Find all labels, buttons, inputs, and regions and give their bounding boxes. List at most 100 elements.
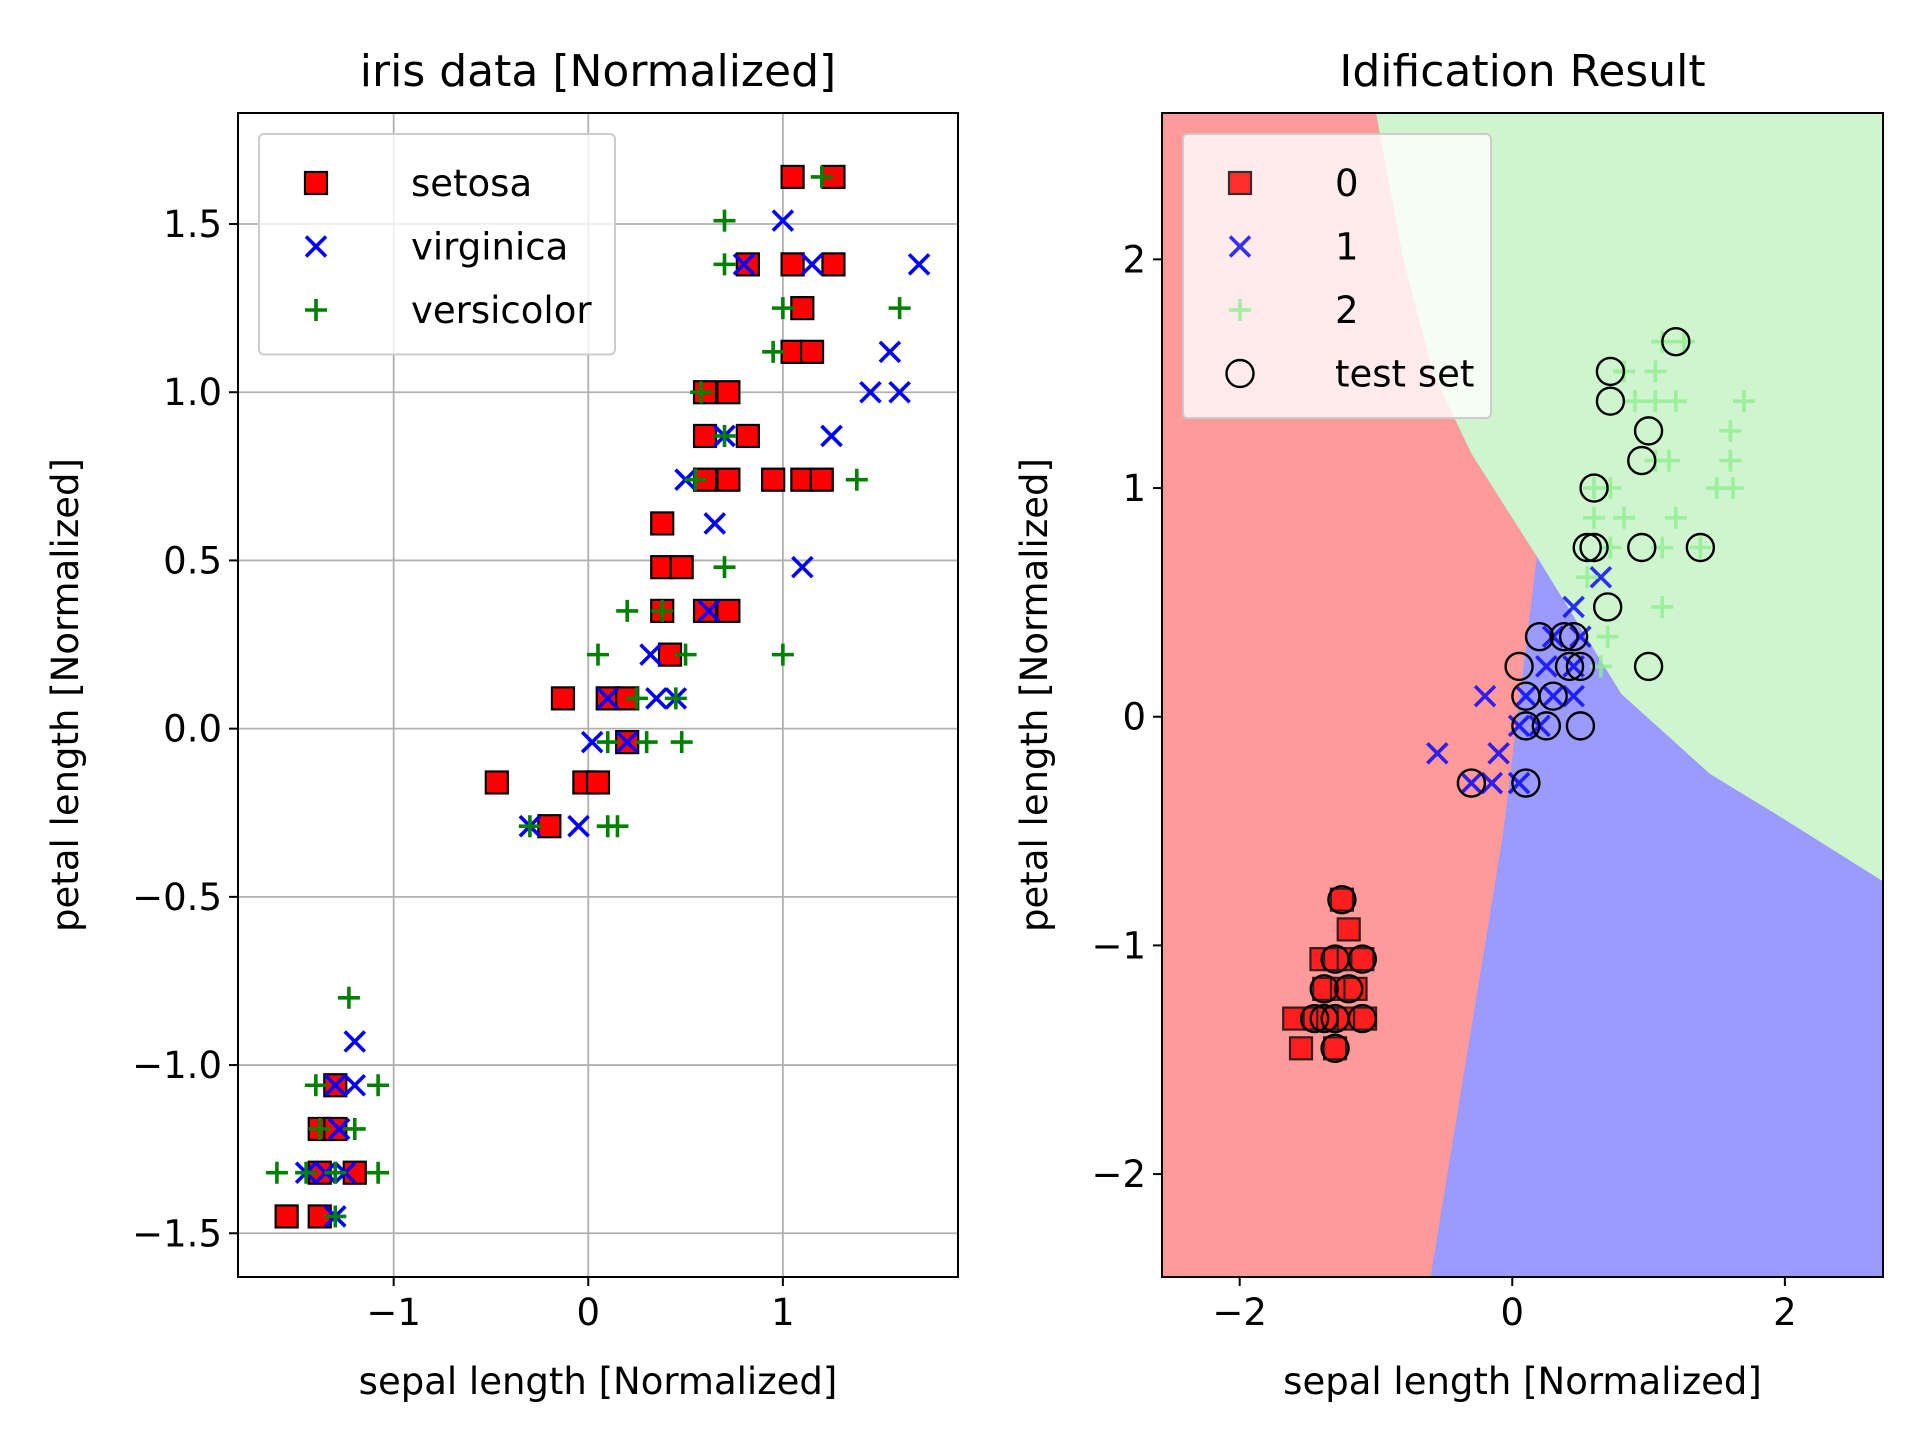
y-tick-label: 1	[1122, 467, 1146, 510]
legend: setosa virginica versicolor	[258, 133, 616, 356]
data-point	[690, 381, 713, 404]
data-point	[343, 1117, 366, 1140]
data-point	[484, 770, 509, 795]
data-point	[771, 209, 795, 232]
legend-label: test set	[1335, 353, 1474, 396]
legend-box	[1182, 133, 1492, 419]
data-point	[343, 1030, 367, 1053]
data-point	[1504, 651, 1534, 682]
data-point	[1514, 684, 1538, 708]
plot-area	[1282, 326, 1755, 1064]
data-point	[1329, 887, 1355, 912]
data-point	[635, 731, 658, 754]
data-point	[713, 424, 736, 447]
axes-frame	[1161, 112, 1884, 1278]
data-point	[878, 340, 902, 364]
data-point	[716, 598, 741, 623]
data-point	[1541, 684, 1565, 708]
data-point	[780, 252, 805, 277]
chart-panel-2: −2 0 2 −2 −1 0 1 2 Idification Result sepal lengt…	[1013, 46, 1884, 1403]
data-point	[1595, 356, 1626, 387]
data-point	[1299, 1003, 1330, 1034]
data-point	[692, 598, 718, 623]
data-point	[1288, 1036, 1314, 1061]
chart-panel-1: −1 0 1 −1.5 −1.0 −0.5 0.0 0.5 1.0 1.5 iris data [N…	[44, 46, 959, 1403]
data-point	[304, 1074, 327, 1097]
data-point	[1633, 416, 1664, 446]
data-point	[1644, 390, 1667, 413]
data-point	[1549, 621, 1579, 652]
legend-item	[1225, 358, 1255, 389]
data-point	[800, 253, 824, 276]
data-point	[367, 1161, 390, 1184]
data-point	[1327, 884, 1357, 915]
legend-item	[303, 170, 329, 196]
series-setosa	[274, 164, 846, 1229]
data-point	[1507, 714, 1531, 738]
data-point	[1511, 711, 1541, 741]
legend-label: 1	[1335, 226, 1359, 269]
legend-marker	[1228, 235, 1252, 258]
data-point	[761, 467, 786, 492]
data-point	[1719, 419, 1742, 442]
data-point	[692, 423, 718, 449]
data-point	[1569, 625, 1592, 648]
data-point	[1565, 711, 1596, 741]
legend-marker	[1229, 299, 1251, 321]
data-point	[1456, 768, 1487, 798]
data-point	[907, 253, 931, 276]
legend-marker	[1225, 358, 1255, 389]
data-point	[735, 252, 760, 277]
data-point	[1565, 651, 1596, 682]
data-point	[1613, 506, 1636, 529]
data-point	[650, 511, 675, 536]
legend-label: virginica	[411, 226, 568, 269]
data-point	[1336, 917, 1361, 942]
data-point	[1487, 742, 1510, 765]
data-point	[1633, 651, 1664, 682]
y-tick-label: −1.5	[132, 1212, 222, 1255]
data-point	[625, 687, 648, 710]
data-point	[1511, 768, 1541, 798]
data-point	[367, 1074, 390, 1097]
chart-title: iris data [Normalized]	[360, 46, 836, 97]
legend-label: 2	[1335, 289, 1359, 332]
data-point	[645, 687, 668, 710]
data-point	[308, 1117, 331, 1140]
data-point	[265, 1161, 288, 1184]
data-point	[343, 1073, 367, 1097]
region-class-2	[1375, 113, 1883, 882]
plot-area	[265, 164, 931, 1229]
legend-item	[1227, 170, 1253, 196]
data-point	[1595, 386, 1626, 416]
data-point	[669, 555, 694, 580]
x-tick-label: 0	[1501, 1291, 1525, 1334]
x-tick-label: −1	[366, 1291, 421, 1334]
series-test-set	[1299, 326, 1716, 1064]
data-point	[1589, 565, 1613, 589]
data-point	[616, 599, 639, 622]
data-point	[1658, 449, 1681, 472]
data-point	[1627, 445, 1657, 476]
data-point	[1623, 390, 1646, 413]
data-point	[567, 814, 590, 838]
data-point	[596, 731, 619, 754]
data-point	[821, 252, 846, 277]
data-point	[1664, 506, 1687, 529]
data-point	[780, 164, 805, 190]
data-point	[1627, 532, 1657, 563]
y-tick-label: 0.0	[163, 708, 222, 751]
data-point	[713, 556, 736, 579]
x-tick-label: 0	[576, 1291, 600, 1334]
series-versicolor	[265, 165, 911, 1228]
y-tick-label: −1.0	[132, 1044, 222, 1087]
data-point	[664, 687, 687, 710]
data-point	[585, 770, 611, 795]
legend: 0 1 2 test set	[1182, 133, 1492, 419]
legend-item	[304, 235, 328, 258]
data-point	[1562, 684, 1585, 708]
data-point	[1572, 532, 1602, 563]
legend-label: 0	[1335, 162, 1359, 205]
data-point	[1599, 477, 1622, 500]
